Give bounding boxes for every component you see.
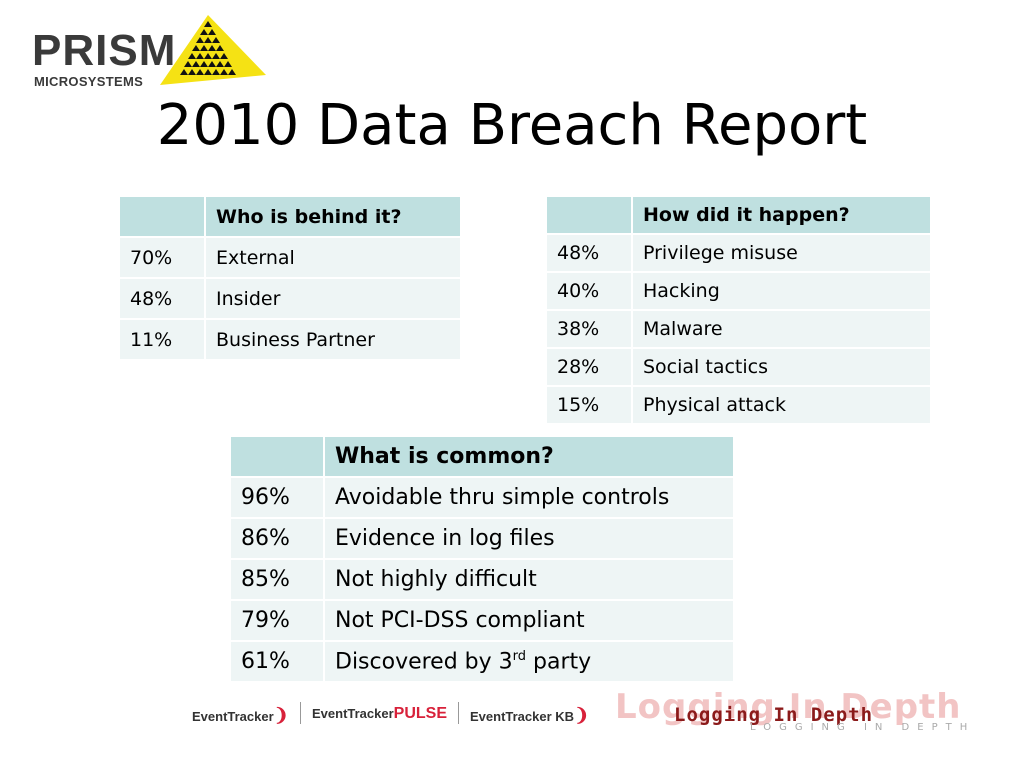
table-row: 15% Physical attack [547, 387, 930, 423]
label-cell: Insider [206, 279, 460, 318]
table-row: 40% Hacking [547, 273, 930, 309]
table-row: 48% Privilege misuse [547, 235, 930, 271]
common-table: What is common? 96% Avoidable thru simpl… [231, 435, 733, 683]
footer-logos: EventTracker❩ EventTrackerPULSE EventTra… [190, 690, 990, 750]
table-row: 85% Not highly difficult [231, 560, 733, 599]
pct-cell: 28% [547, 349, 633, 385]
label-cell: Hacking [633, 273, 930, 309]
table-header-row: Who is behind it? [120, 197, 460, 236]
table-header-row: How did it happen? [547, 197, 930, 233]
ordinal-suffix: rd [512, 648, 527, 664]
pct-cell: 86% [231, 519, 325, 558]
pct-cell: 79% [231, 601, 325, 640]
header-blank-cell [231, 437, 325, 476]
table-row: 38% Malware [547, 311, 930, 347]
label-cell: Discovered by 3rd party [325, 642, 733, 681]
pct-cell: 15% [547, 387, 633, 423]
pct-cell: 61% [231, 642, 325, 681]
table-row: 86% Evidence in log files [231, 519, 733, 558]
label-cell: Physical attack [633, 387, 930, 423]
page-title: 2010 Data Breach Report [156, 93, 868, 158]
table-header-cell: What is common? [325, 437, 733, 476]
label-cell: Malware [633, 311, 930, 347]
kb-word: KB [555, 709, 575, 724]
table-row: 28% Social tactics [547, 349, 930, 385]
label-text: Discovered by 3 [335, 649, 513, 675]
label-cell: Privilege misuse [633, 235, 930, 271]
pct-cell: 70% [120, 238, 206, 277]
eventtracker-name: EventTracker [470, 709, 552, 724]
pct-cell: 96% [231, 478, 325, 517]
label-cell: Not highly difficult [325, 560, 733, 599]
eventtracker-kb-logo: EventTracker KB❩ [470, 706, 589, 724]
table-row: 70% External [120, 238, 460, 277]
prism-logo: PRISM MICROSYSTEMS [30, 15, 270, 95]
label-cell: Not PCI-DSS compliant [325, 601, 733, 640]
logo-word: PRISM [32, 26, 177, 75]
label-cell: Evidence in log files [325, 519, 733, 558]
header-blank-cell [547, 197, 633, 233]
logging-in-depth-logo: Logging In Depth [674, 704, 874, 726]
table-row: 79% Not PCI-DSS compliant [231, 601, 733, 640]
pct-cell: 48% [547, 235, 633, 271]
pulse-word: PULSE [393, 705, 448, 722]
pct-cell: 48% [120, 279, 206, 318]
label-cell: Social tactics [633, 349, 930, 385]
table-header-cell: How did it happen? [633, 197, 930, 233]
divider [300, 702, 301, 724]
table-row: 96% Avoidable thru simple controls [231, 478, 733, 517]
eventtracker-name: EventTracker [312, 706, 394, 721]
swoosh-icon: ❩ [574, 705, 590, 725]
table-row: 11% Business Partner [120, 320, 460, 359]
pct-cell: 11% [120, 320, 206, 359]
eventtracker-logo: EventTracker❩ [192, 706, 289, 726]
label-tail: party [526, 649, 592, 675]
swoosh-icon: ❩ [273, 705, 289, 725]
logging-in-depth-tagline: LOGGING IN DEPTH [750, 722, 976, 733]
label-cell: Avoidable thru simple controls [325, 478, 733, 517]
logo-subword: MICROSYSTEMS [34, 74, 144, 89]
how-table: How did it happen? 48% Privilege misuse … [547, 195, 930, 425]
who-table: Who is behind it? 70% External 48% Insid… [120, 195, 460, 361]
pct-cell: 85% [231, 560, 325, 599]
pyramid-icon [160, 15, 266, 85]
label-cell: Business Partner [206, 320, 460, 359]
pct-cell: 38% [547, 311, 633, 347]
eventtracker-name: EventTracker [192, 709, 274, 724]
table-row: 48% Insider [120, 279, 460, 318]
table-header-row: What is common? [231, 437, 733, 476]
divider [458, 702, 459, 724]
header-blank-cell [120, 197, 206, 236]
logging-in-depth-ghost: Logging In Depth [615, 687, 962, 727]
eventtracker-pulse-logo: EventTrackerPULSE [312, 706, 447, 722]
table-row: 61% Discovered by 3rd party [231, 642, 733, 681]
pct-cell: 40% [547, 273, 633, 309]
table-header-cell: Who is behind it? [206, 197, 460, 236]
label-cell: External [206, 238, 460, 277]
